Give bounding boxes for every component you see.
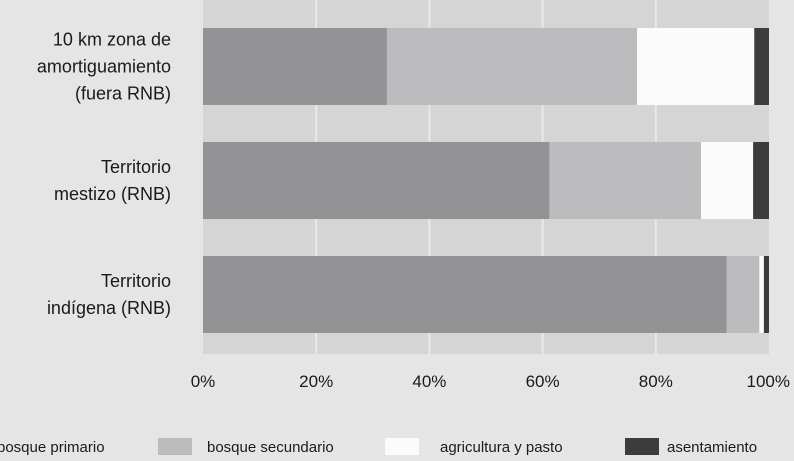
bar-segment (637, 28, 755, 105)
x-tick-label: 0% (191, 372, 216, 391)
category-label: Territorio (101, 271, 171, 291)
bar-segment (203, 28, 387, 105)
x-tick-label: 100% (747, 372, 790, 391)
legend-label: bosque secundario (207, 439, 334, 456)
x-tick-label: 20% (299, 372, 333, 391)
bar-segment (754, 28, 769, 105)
legend-label: agricultura y pasto (440, 439, 563, 456)
x-tick-label: 60% (526, 372, 560, 391)
bar-segment (763, 256, 769, 333)
category-label: (fuera RNB) (75, 84, 171, 104)
bar-segment (549, 142, 702, 219)
bar-segment (726, 256, 760, 333)
legend-label: asentamiento (667, 439, 757, 456)
legend: bosque primario bosque secundario agricult… (0, 438, 757, 456)
bar-segment (386, 28, 638, 105)
category-label: indígena (RNB) (47, 298, 171, 318)
bar-segment (701, 142, 754, 219)
legend-swatch (385, 438, 419, 455)
legend-label: bosque primario (0, 439, 105, 456)
bar-segment (203, 256, 727, 333)
legend-swatch (625, 438, 659, 455)
x-tick-label: 80% (639, 372, 673, 391)
category-label: Territorio (101, 157, 171, 177)
category-label: mestizo (RNB) (54, 184, 171, 204)
x-tick-label: 40% (412, 372, 446, 391)
category-labels: 10 km zona de amortiguamiento (fuera RNB) T… (37, 30, 171, 319)
bar-segment (753, 142, 769, 219)
category-label: amortiguamiento (37, 57, 171, 77)
bar-segment (759, 256, 764, 333)
category-label: 10 km zona de (53, 30, 171, 50)
legend-swatch (158, 438, 192, 455)
x-axis-ticks: 0% 20% 40% 60% 80% 100% (191, 372, 790, 391)
bars (203, 28, 769, 333)
bar-segment (203, 142, 550, 219)
